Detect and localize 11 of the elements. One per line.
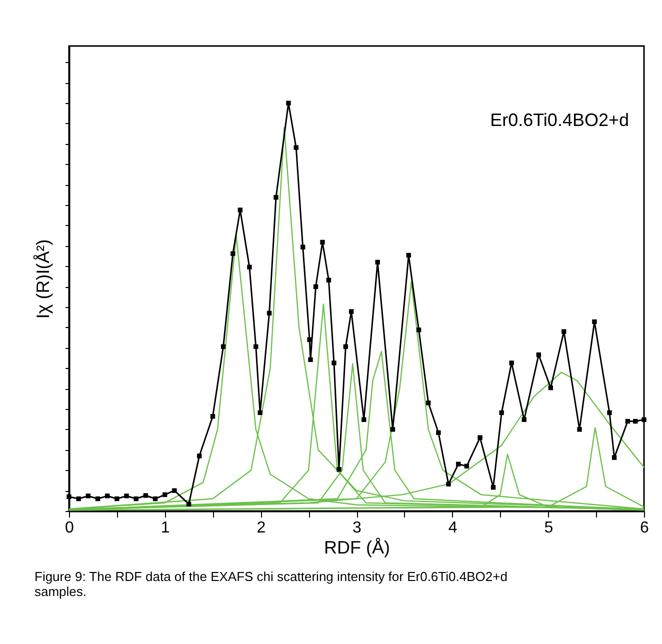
y-axis-title: Iχ (R)I(Å²) bbox=[33, 239, 53, 319]
x-tick-label: 1 bbox=[160, 520, 170, 536]
x-tick-label: 2 bbox=[256, 520, 266, 536]
x-tick-label: 6 bbox=[640, 520, 650, 536]
caption: Figure 9: The RDF data of the EXAFS chi scattering intensity for Er0.6Ti0.4BO2+d samples. bbox=[34, 569, 508, 599]
x-tick-label: 0 bbox=[65, 520, 74, 536]
x-tick-label: 3 bbox=[352, 520, 362, 536]
x-tick-label: 5 bbox=[544, 520, 554, 536]
annotation: Er0.6Ti0.4BO2+d bbox=[490, 110, 629, 130]
x-tick-label: 4 bbox=[448, 520, 458, 536]
x-axis-title: RDF (Å) bbox=[324, 538, 390, 558]
